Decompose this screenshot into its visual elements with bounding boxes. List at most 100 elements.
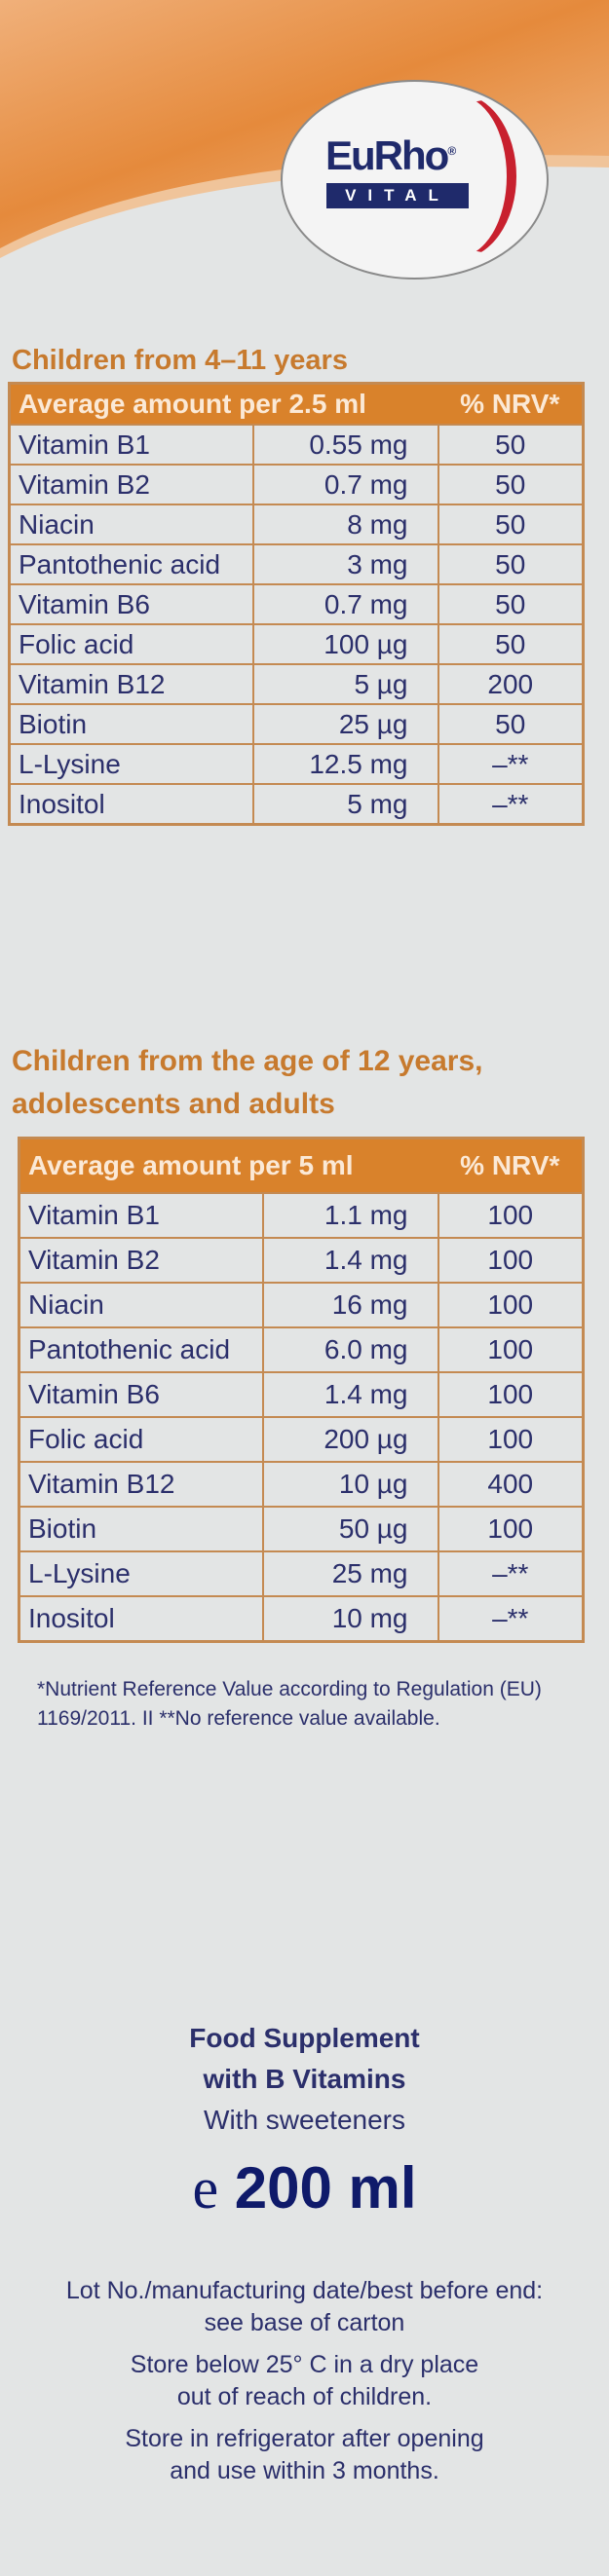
header-nrv: % NRV* bbox=[438, 1138, 584, 1193]
nutrition-table-adults: Average amount per 5 ml % NRV* Vitamin B… bbox=[18, 1137, 585, 1643]
lot-line2: see base of carton bbox=[204, 2309, 405, 2336]
nutrient-amount: 16 mg bbox=[261, 1282, 439, 1328]
nutrient-nrv: –** bbox=[437, 783, 585, 826]
volume-label: e 200 ml bbox=[0, 2154, 609, 2222]
nutrient-nrv: 50 bbox=[437, 623, 585, 665]
nutrient-name: Vitamin B1 bbox=[18, 1192, 264, 1239]
nutrient-nrv: 50 bbox=[437, 424, 585, 466]
nutrient-nrv: 400 bbox=[437, 1461, 585, 1508]
nutrient-nrv: 100 bbox=[437, 1416, 585, 1463]
nutrient-amount: 50 µg bbox=[261, 1506, 439, 1552]
registered-mark: ® bbox=[447, 144, 456, 158]
nutrient-name: Pantothenic acid bbox=[8, 543, 254, 585]
table-header: Average amount per 5 ml % NRV* bbox=[19, 1138, 584, 1193]
header-amount: Average amount per 5 ml bbox=[19, 1138, 438, 1193]
table-row: Biotin 50 µg 100 bbox=[18, 1506, 585, 1552]
nutrient-amount: 6.0 mg bbox=[261, 1326, 439, 1373]
nutrient-name: Vitamin B2 bbox=[8, 464, 254, 505]
nutrient-name: Pantothenic acid bbox=[18, 1326, 264, 1373]
nutrient-amount: 3 mg bbox=[251, 543, 439, 585]
nutrient-nrv: 100 bbox=[437, 1506, 585, 1552]
product-line2: with B Vitamins bbox=[203, 2064, 406, 2094]
logo-red-arc bbox=[400, 93, 516, 259]
nutrient-name: Niacin bbox=[18, 1282, 264, 1328]
table-row: Niacin 16 mg 100 bbox=[18, 1282, 585, 1328]
table-row: Vitamin B12 10 µg 400 bbox=[18, 1461, 585, 1508]
table-row: Pantothenic acid 6.0 mg 100 bbox=[18, 1326, 585, 1373]
product-line3: With sweeteners bbox=[204, 2105, 405, 2135]
table-row: Vitamin B1 0.55 mg 50 bbox=[8, 424, 585, 466]
brand-logo: EuRho® VITAL bbox=[281, 80, 549, 280]
nutrient-amount: 5 µg bbox=[251, 663, 439, 705]
nutrient-nrv: 100 bbox=[437, 1326, 585, 1373]
table-row: Biotin 25 µg 50 bbox=[8, 703, 585, 745]
nutrient-nrv: 50 bbox=[437, 464, 585, 505]
nutrient-name: Inositol bbox=[8, 783, 254, 826]
nutrient-name: Vitamin B12 bbox=[18, 1461, 264, 1508]
nutrient-nrv: 50 bbox=[437, 504, 585, 545]
nutrient-nrv: –** bbox=[437, 743, 585, 785]
nutrient-amount: 0.7 mg bbox=[251, 464, 439, 505]
nutrient-nrv: 50 bbox=[437, 543, 585, 585]
nutrient-nrv: –** bbox=[437, 1595, 585, 1643]
logo-text: EuRho® bbox=[325, 132, 456, 179]
table-row: Inositol 10 mg –** bbox=[18, 1595, 585, 1643]
nutrient-amount: 1.4 mg bbox=[261, 1237, 439, 1284]
logo-wordmark: EuRho bbox=[325, 132, 449, 178]
nutrient-nrv: 100 bbox=[437, 1371, 585, 1418]
nutrient-amount: 0.55 mg bbox=[251, 424, 439, 466]
table-row: Niacin 8 mg 50 bbox=[8, 504, 585, 545]
header-nrv: % NRV* bbox=[438, 383, 584, 425]
footnote-line1: *Nutrient Reference Value according to R… bbox=[37, 1678, 542, 1700]
store-line1: Store below 25° C in a dry place bbox=[130, 2351, 479, 2378]
footnote-line2: 1169/2011. II **No reference value avail… bbox=[37, 1707, 440, 1730]
nutrient-amount: 25 µg bbox=[251, 703, 439, 745]
nutrient-nrv: 200 bbox=[437, 663, 585, 705]
nutrient-name: Folic acid bbox=[8, 623, 254, 665]
nutrient-name: L-Lysine bbox=[18, 1550, 264, 1597]
storage-info: Lot No./manufacturing date/best before e… bbox=[0, 2275, 609, 2487]
nutrient-name: Vitamin B2 bbox=[18, 1237, 264, 1284]
table-row: Vitamin B12 5 µg 200 bbox=[8, 663, 585, 705]
table-header: Average amount per 2.5 ml % NRV* bbox=[9, 383, 584, 425]
logo-vital: VITAL bbox=[326, 183, 469, 208]
table-row: L-Lysine 25 mg –** bbox=[18, 1550, 585, 1597]
table-row: Vitamin B2 1.4 mg 100 bbox=[18, 1237, 585, 1284]
nutrient-name: Inositol bbox=[18, 1595, 264, 1643]
nutrient-name: Vitamin B6 bbox=[8, 583, 254, 625]
header-amount: Average amount per 2.5 ml bbox=[9, 383, 438, 425]
volume: 200 ml bbox=[234, 2155, 417, 2221]
nutrient-amount: 10 mg bbox=[261, 1595, 439, 1643]
nutrient-name: Folic acid bbox=[18, 1416, 264, 1463]
nutrient-name: Biotin bbox=[8, 703, 254, 745]
fridge-line1: Store in refrigerator after opening bbox=[125, 2425, 484, 2452]
nutrient-name: Vitamin B6 bbox=[18, 1371, 264, 1418]
nutrient-amount: 200 µg bbox=[261, 1416, 439, 1463]
nutrient-amount: 100 µg bbox=[251, 623, 439, 665]
nutrient-amount: 1.4 mg bbox=[261, 1371, 439, 1418]
table-row: Pantothenic acid 3 mg 50 bbox=[8, 543, 585, 585]
nutrient-nrv: 100 bbox=[437, 1192, 585, 1239]
nutrient-name: Niacin bbox=[8, 504, 254, 545]
table-row: Vitamin B6 0.7 mg 50 bbox=[8, 583, 585, 625]
table-row: Inositol 5 mg –** bbox=[8, 783, 585, 826]
nutrient-amount: 1.1 mg bbox=[261, 1192, 439, 1239]
fridge-line2: and use within 3 months. bbox=[170, 2457, 439, 2484]
nutrient-name: Biotin bbox=[18, 1506, 264, 1552]
nutrient-amount: 8 mg bbox=[251, 504, 439, 545]
table-row: Vitamin B1 1.1 mg 100 bbox=[18, 1192, 585, 1239]
nutrient-amount: 10 µg bbox=[261, 1461, 439, 1508]
nutrient-nrv: 100 bbox=[437, 1282, 585, 1328]
section2-heading-line2: adolescents and adults bbox=[12, 1088, 335, 1120]
table-row: Vitamin B6 1.4 mg 100 bbox=[18, 1371, 585, 1418]
product-description: Food Supplement with B Vitamins With swe… bbox=[0, 2018, 609, 2141]
table-row: Folic acid 100 µg 50 bbox=[8, 623, 585, 665]
nutrient-amount: 12.5 mg bbox=[251, 743, 439, 785]
nutrient-name: Vitamin B1 bbox=[8, 424, 254, 466]
lot-line1: Lot No./manufacturing date/best before e… bbox=[65, 2277, 544, 2304]
product-line1: Food Supplement bbox=[189, 2023, 420, 2053]
section2-heading: Children from the age of 12 years, adole… bbox=[12, 1040, 596, 1126]
nutrient-amount: 5 mg bbox=[251, 783, 439, 826]
nutrient-nrv: 100 bbox=[437, 1237, 585, 1284]
nutrient-nrv: –** bbox=[437, 1550, 585, 1597]
